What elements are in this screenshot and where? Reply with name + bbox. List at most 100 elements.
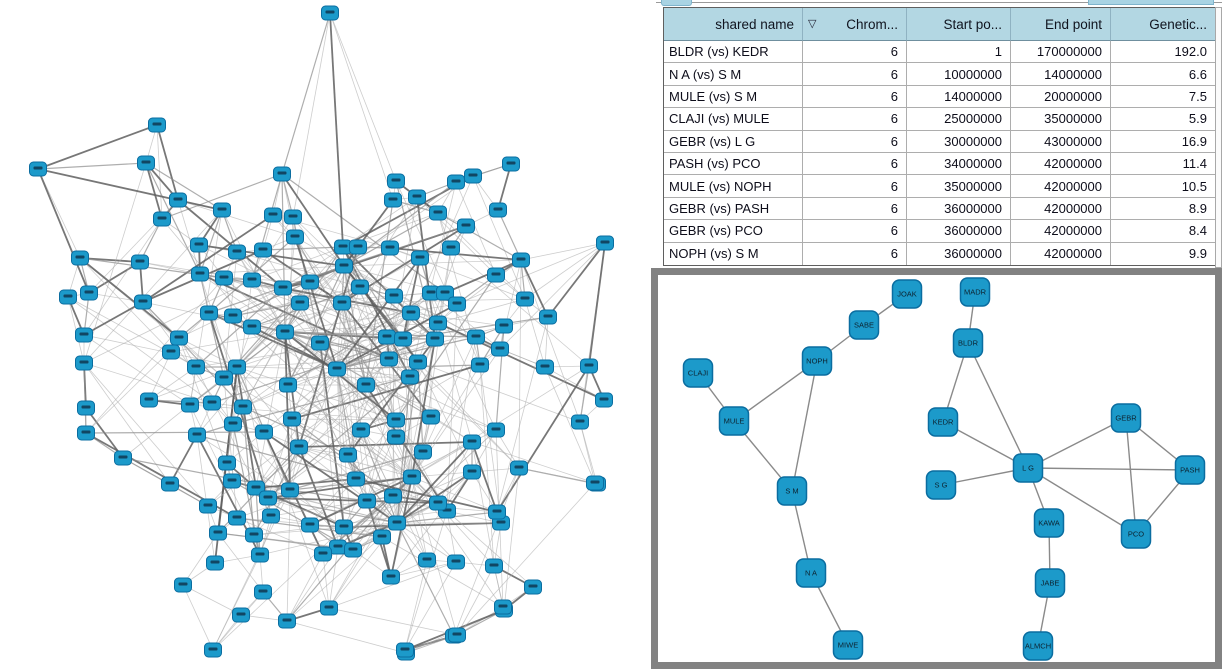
network-node[interactable] [254, 584, 272, 600]
network-node[interactable] [408, 189, 426, 205]
network-node[interactable] [243, 272, 261, 288]
column-header-end-point[interactable]: End point [1011, 8, 1111, 41]
network-node[interactable] [199, 498, 217, 514]
network-node[interactable] [489, 202, 507, 218]
network-node[interactable] [536, 359, 554, 375]
network-node[interactable] [596, 235, 614, 251]
cell-shared-name[interactable]: GEBR (vs) PCO [664, 220, 803, 243]
cell-chromosome[interactable]: 6 [803, 242, 907, 265]
network-node[interactable] [463, 434, 481, 450]
network-node[interactable] [215, 370, 233, 386]
cell-start-point[interactable]: 25000000 [907, 108, 1011, 131]
cell-shared-name[interactable]: CLAJI (vs) MULE [664, 108, 803, 131]
network-node-PCO[interactable]: PCO [1120, 519, 1152, 549]
cell-end-point[interactable]: 42000000 [1011, 220, 1111, 243]
network-node-BLDR[interactable]: BLDR [952, 328, 984, 358]
network-node[interactable] [351, 279, 369, 295]
network-node[interactable] [153, 211, 171, 227]
network-node[interactable] [75, 355, 93, 371]
network-node[interactable] [471, 357, 489, 373]
network-node[interactable] [448, 296, 466, 312]
network-node[interactable] [586, 475, 604, 491]
network-node[interactable] [580, 358, 598, 374]
network-node-CLAJI[interactable]: CLAJI [682, 358, 714, 388]
network-edge-GEBR-PCO[interactable] [1125, 417, 1137, 535]
network-node[interactable] [352, 422, 370, 438]
cell-chromosome[interactable]: 6 [803, 152, 907, 176]
network-node[interactable] [422, 285, 440, 301]
network-node[interactable] [494, 599, 512, 615]
cell-end-point[interactable]: 42000000 [1011, 152, 1111, 176]
network-node[interactable] [281, 482, 299, 498]
network-node[interactable] [457, 218, 475, 234]
network-node[interactable] [276, 324, 294, 340]
network-node[interactable] [571, 414, 589, 430]
network-node[interactable] [358, 493, 376, 509]
scrollbar-fragment-left[interactable] [661, 0, 692, 6]
network-node[interactable] [243, 319, 261, 335]
network-node[interactable] [232, 607, 250, 623]
cell-start-point[interactable]: 36000000 [907, 220, 1011, 243]
cell-end-point[interactable]: 14000000 [1011, 63, 1111, 86]
network-node[interactable] [174, 577, 192, 593]
network-node-LG[interactable]: L G [1012, 453, 1044, 483]
network-node[interactable] [385, 288, 403, 304]
network-node[interactable] [524, 579, 542, 595]
network-node[interactable] [329, 539, 347, 555]
network-node[interactable] [114, 450, 132, 466]
table-row[interactable]: MULE (vs) S M 6 14000000 20000000 7.5 [664, 85, 1215, 109]
network-node[interactable] [29, 161, 47, 177]
network-node[interactable] [403, 469, 421, 485]
network-node[interactable] [273, 166, 291, 182]
table-row[interactable]: BLDR (vs) KEDR 6 1 170000000 192.0 [664, 41, 1215, 64]
network-node[interactable] [224, 416, 242, 432]
network-node[interactable] [161, 476, 179, 492]
network-node[interactable] [344, 542, 362, 558]
network-node-ALMCH[interactable]: ALMCH [1022, 631, 1054, 661]
network-node[interactable] [247, 480, 265, 496]
cell-chromosome[interactable]: 6 [803, 175, 907, 198]
network-node[interactable] [224, 308, 242, 324]
cell-end-point[interactable]: 170000000 [1011, 41, 1111, 64]
network-node[interactable] [75, 327, 93, 343]
cell-end-point[interactable]: 35000000 [1011, 108, 1111, 131]
network-node[interactable] [190, 237, 208, 253]
network-node[interactable] [59, 289, 77, 305]
network-node[interactable] [283, 411, 301, 427]
network-node[interactable] [339, 447, 357, 463]
network-node[interactable] [447, 174, 465, 190]
network-node[interactable] [467, 329, 485, 345]
network-node[interactable] [436, 285, 454, 301]
cell-start-point[interactable]: 35000000 [907, 175, 1011, 198]
cell-chromosome[interactable]: 6 [803, 220, 907, 243]
network-node[interactable] [448, 627, 466, 643]
network-node[interactable] [77, 400, 95, 416]
table-row[interactable]: GEBR (vs) L G 6 30000000 43000000 16.9 [664, 130, 1215, 153]
cell-shared-name[interactable]: MULE (vs) NOPH [664, 175, 803, 198]
column-header-shared-name[interactable]: shared name [664, 8, 803, 41]
cell-genetic[interactable]: 7.5 [1111, 85, 1215, 109]
network-node-JOAK[interactable]: JOAK [891, 279, 923, 309]
table-row[interactable]: GEBR (vs) PCO 6 36000000 42000000 8.4 [664, 220, 1215, 243]
network-node-MADR[interactable]: MADR [959, 277, 991, 307]
network-node[interactable] [290, 439, 308, 455]
network-node[interactable] [279, 377, 297, 393]
network-node[interactable] [328, 361, 346, 377]
network-node[interactable] [314, 546, 332, 562]
network-node[interactable] [394, 331, 412, 347]
cell-shared-name[interactable]: GEBR (vs) PASH [664, 197, 803, 221]
cell-chromosome[interactable]: 6 [803, 41, 907, 64]
network-node[interactable] [510, 460, 528, 476]
network-node[interactable] [200, 305, 218, 321]
network-node[interactable] [422, 409, 440, 425]
cell-chromosome[interactable]: 6 [803, 108, 907, 131]
network-node-KEDR[interactable]: KEDR [927, 407, 959, 437]
cell-genetic[interactable]: 9.9 [1111, 242, 1215, 265]
network-edge-LG-GEBR[interactable] [1027, 417, 1127, 469]
network-node[interactable] [333, 295, 351, 311]
network-node[interactable] [320, 600, 338, 616]
cell-shared-name[interactable]: N A (vs) S M [664, 63, 803, 86]
network-node[interactable] [378, 329, 396, 345]
network-node[interactable] [387, 173, 405, 189]
network-node[interactable] [414, 444, 432, 460]
